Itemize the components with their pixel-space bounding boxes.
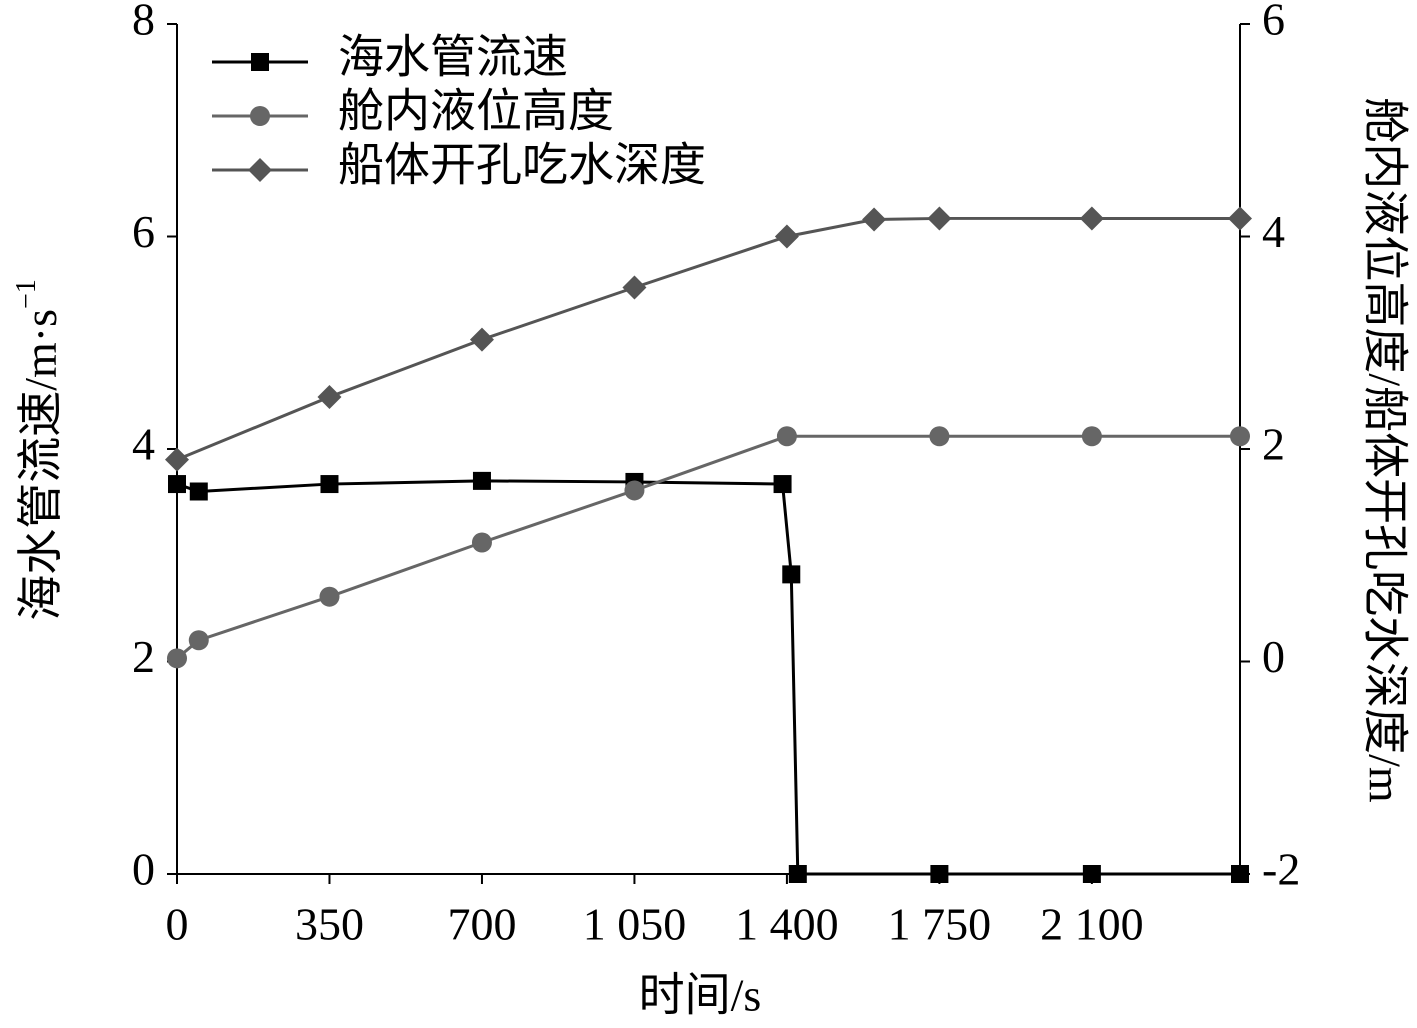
marker: [167, 648, 187, 669]
x-tick-label: 2 100: [1040, 899, 1144, 950]
y2-tick-label: 4: [1262, 206, 1285, 257]
legend-label: 船体开孔吃水深度: [338, 140, 706, 191]
marker: [472, 471, 491, 490]
x-tick-label: 0: [166, 899, 189, 950]
y2-axis-label: 舱内液位高度/船体开孔吃水深度/m: [1359, 97, 1410, 803]
y2-tick-label: 2: [1262, 419, 1285, 470]
x-axis-label: 时间/s: [639, 970, 762, 1021]
marker: [1079, 206, 1104, 231]
legend-marker: [251, 53, 269, 71]
series-line: [176, 434, 1240, 660]
y2-tick-label: -2: [1262, 844, 1300, 895]
marker: [189, 482, 208, 501]
y-tick-label: 0: [132, 844, 155, 895]
marker: [317, 384, 342, 409]
marker: [188, 630, 209, 651]
marker: [930, 865, 949, 883]
marker: [320, 475, 339, 494]
marker: [927, 206, 952, 231]
legend-marker: [250, 106, 270, 126]
marker: [624, 480, 645, 501]
y-axis-label-sup: −1: [11, 279, 42, 309]
y-tick-label: 6: [132, 206, 155, 257]
y2-tick-label: 0: [1262, 631, 1285, 682]
marker: [776, 426, 797, 447]
y-tick-label: 8: [132, 0, 155, 45]
marker: [1228, 206, 1252, 231]
marker: [319, 586, 340, 607]
series-line: [176, 479, 1240, 876]
marker: [469, 327, 494, 352]
marker: [1231, 865, 1249, 883]
y-axis-label-main: 海水管流速/m·s: [15, 309, 66, 621]
y-axis-label: 海水管流速/m·s−1: [11, 279, 65, 621]
series-line: [176, 216, 1240, 462]
marker: [774, 224, 799, 249]
legend-marker: [248, 158, 272, 182]
marker: [165, 447, 189, 472]
marker: [862, 207, 887, 232]
y-tick-label: 4: [132, 419, 155, 470]
marker: [929, 426, 950, 447]
legend-label: 海水管流速: [338, 32, 568, 83]
x-tick-label: 1 050: [583, 899, 687, 950]
marker: [168, 475, 186, 494]
x-tick-label: 700: [447, 899, 516, 950]
marker: [1082, 865, 1101, 883]
y-tick-label: 2: [132, 631, 155, 682]
marker: [788, 865, 807, 883]
marker: [782, 565, 801, 584]
axis-frame: [176, 24, 1241, 875]
y2-tick-label: 6: [1262, 0, 1285, 45]
x-tick-label: 1 750: [888, 899, 992, 950]
x-tick-label: 1 400: [735, 899, 839, 950]
x-tick-label: 350: [295, 899, 364, 950]
marker: [1230, 426, 1250, 447]
marker: [1081, 426, 1102, 447]
marker: [471, 532, 492, 553]
marker: [622, 275, 647, 300]
marker: [773, 475, 792, 494]
legend-label: 舱内液位高度: [338, 86, 614, 137]
